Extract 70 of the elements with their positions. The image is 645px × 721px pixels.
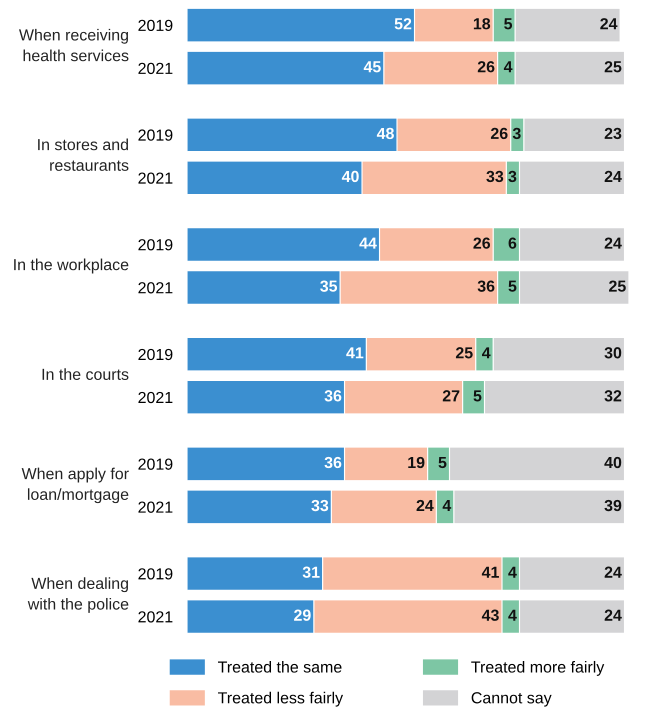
data-label: 26 bbox=[490, 128, 508, 140]
data-label: 48 bbox=[376, 128, 394, 140]
text: When receiving health services bbox=[18, 28, 128, 62]
data-label: 35 bbox=[320, 280, 338, 292]
data-label: 5 bbox=[504, 18, 512, 30]
y-tick-label: 2021 bbox=[138, 282, 172, 294]
text: In the courts bbox=[42, 368, 128, 380]
data-label: 4 bbox=[508, 566, 517, 578]
y-tick-label: 2019 bbox=[138, 20, 172, 32]
data-label: 29 bbox=[294, 610, 311, 621]
data-label: 26 bbox=[478, 61, 494, 72]
data-label: 24 bbox=[604, 237, 622, 249]
data-label: 41 bbox=[482, 566, 499, 578]
data-label: 44 bbox=[359, 238, 377, 249]
data-label: 31 bbox=[302, 566, 320, 578]
data-label: 23 bbox=[604, 128, 622, 140]
text: In stores and restaurants bbox=[38, 138, 128, 171]
data-label: 5 bbox=[508, 280, 516, 292]
data-label: 5 bbox=[474, 390, 482, 402]
data-label: 4 bbox=[508, 610, 517, 621]
data-label: 43 bbox=[482, 610, 499, 621]
data-label: 41 bbox=[346, 347, 364, 358]
y-tick-label: 2021 bbox=[138, 172, 172, 184]
data-label: 40 bbox=[342, 170, 359, 182]
data-label: 6 bbox=[508, 237, 516, 249]
data-label: 4 bbox=[504, 61, 512, 72]
y-tick-label: 2021 bbox=[138, 62, 172, 74]
data-label: 30 bbox=[604, 347, 622, 358]
data-label: 24 bbox=[416, 500, 434, 512]
data-label: 36 bbox=[324, 390, 342, 402]
legend-label: Treated less fairly bbox=[218, 692, 344, 707]
y-tick-label: 2019 bbox=[138, 568, 172, 580]
data-label: 45 bbox=[364, 61, 381, 72]
data-label: 25 bbox=[609, 280, 626, 292]
data-label: 32 bbox=[604, 390, 622, 402]
data-label: 26 bbox=[473, 237, 490, 249]
y-tick-label: 2021 bbox=[138, 502, 172, 513]
data-label: 40 bbox=[604, 456, 622, 468]
data-label: 36 bbox=[478, 280, 494, 292]
data-label: 24 bbox=[604, 610, 622, 621]
data-label: 27 bbox=[442, 390, 460, 402]
data-label: 36 bbox=[324, 456, 342, 468]
data-label: 24 bbox=[600, 18, 618, 30]
y-tick-label: 2019 bbox=[138, 458, 172, 470]
data-label: 18 bbox=[474, 18, 490, 30]
text: In the workplace bbox=[14, 258, 128, 274]
data-label: 33 bbox=[486, 170, 504, 182]
data-label: 3 bbox=[508, 170, 516, 182]
data-label: 3 bbox=[512, 128, 521, 140]
data-label: 4 bbox=[442, 500, 452, 512]
text: When apply for loan/mortgage bbox=[22, 468, 129, 504]
y-tick-label: 2021 bbox=[138, 611, 172, 623]
data-label: 24 bbox=[604, 566, 622, 578]
data-label: 5 bbox=[438, 457, 446, 468]
legend-label: Treated the same bbox=[218, 660, 342, 673]
text: When dealing with the police bbox=[28, 577, 128, 613]
data-label: 25 bbox=[456, 347, 473, 358]
legend-label: Treated more fairly bbox=[471, 660, 604, 676]
data-label: 39 bbox=[604, 500, 622, 512]
y-tick-label: 2021 bbox=[138, 392, 172, 404]
data-label: 24 bbox=[604, 170, 622, 182]
data-label: 4 bbox=[482, 347, 491, 358]
y-tick-label: 2019 bbox=[138, 348, 172, 360]
data-label: 52 bbox=[394, 18, 412, 30]
data-label: 33 bbox=[311, 500, 328, 512]
legend-label: Cannot say bbox=[472, 692, 552, 707]
data-label: 19 bbox=[408, 456, 424, 468]
y-tick-label: 2019 bbox=[138, 239, 172, 250]
data-label: 25 bbox=[604, 61, 622, 72]
y-tick-label: 2019 bbox=[138, 129, 172, 141]
